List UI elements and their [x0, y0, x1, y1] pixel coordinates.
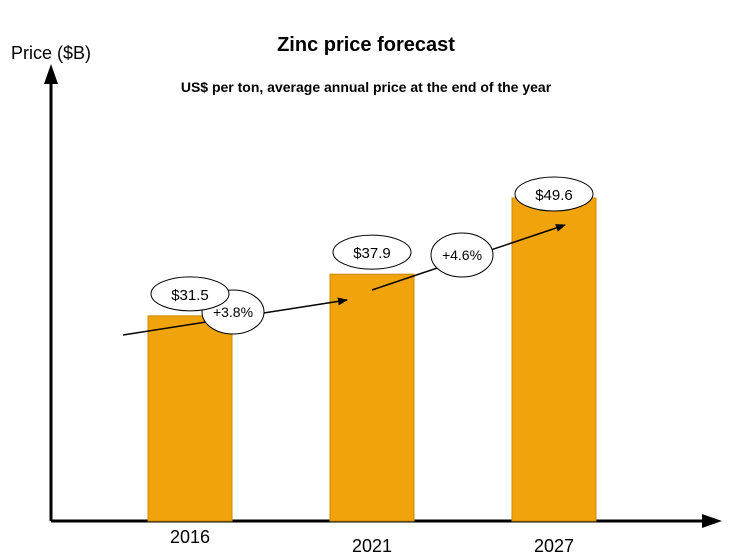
bar-2027: [511, 197, 597, 522]
x-tick-label-2021: 2021: [352, 536, 392, 556]
growth-label: +4.6%: [442, 247, 482, 263]
x-tick-label-2027: 2027: [534, 536, 574, 556]
chart-subtitle: US$ per ton, average annual price at the…: [181, 79, 552, 95]
data-label-bubble: [150, 276, 230, 312]
data-label-text: $37.9: [353, 245, 391, 262]
data-label-bubble: [514, 176, 594, 212]
data-label-text: $49.6: [535, 187, 573, 204]
trend-annotations: +3.8% +4.6%: [122, 224, 566, 336]
y-axis-label: Price ($B): [11, 43, 91, 63]
data-label-bubble: [332, 234, 412, 270]
data-label-2021: $37.9: [332, 234, 412, 270]
data-label-2016: $31.5: [150, 276, 230, 312]
data-labels: $31.5 $37.9 $49.6: [150, 176, 594, 312]
x-axis-arrowhead: [702, 514, 722, 528]
bar-2021: [329, 273, 415, 522]
growth-label: +3.8%: [213, 304, 253, 320]
chart-title: Zinc price forecast: [277, 34, 455, 56]
bars-group: [147, 197, 597, 522]
bar-2016: [147, 315, 233, 522]
x-tick-label-2016: 2016: [170, 527, 210, 547]
data-label-text: $31.5: [171, 287, 209, 304]
x-tick-labels: 2016 2021 2027: [170, 527, 574, 556]
trend-annotation-2: +4.6%: [371, 224, 566, 291]
data-label-2027: $49.6: [514, 176, 594, 212]
y-axis-arrowhead: [44, 64, 58, 84]
growth-bubble: [430, 232, 494, 278]
